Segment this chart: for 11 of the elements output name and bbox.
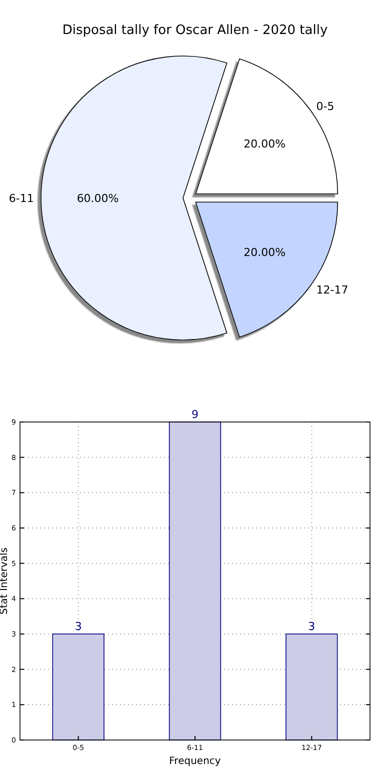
chart-title: Disposal tally for Oscar Allen - 2020 tally (62, 23, 328, 38)
data-label: 3 (74, 620, 82, 633)
data-label: 3 (308, 620, 316, 633)
slice-label: 6-11 (8, 192, 34, 205)
x-axis-title: Frequency (169, 756, 221, 767)
data-label: 9 (192, 408, 198, 421)
slice-label: 12-17 (316, 284, 348, 297)
data-label: 60.00% (76, 192, 119, 205)
slice-label: 0-5 (316, 100, 334, 114)
data-label: 20.00% (244, 138, 286, 151)
data-label: 20.00% (244, 246, 286, 260)
